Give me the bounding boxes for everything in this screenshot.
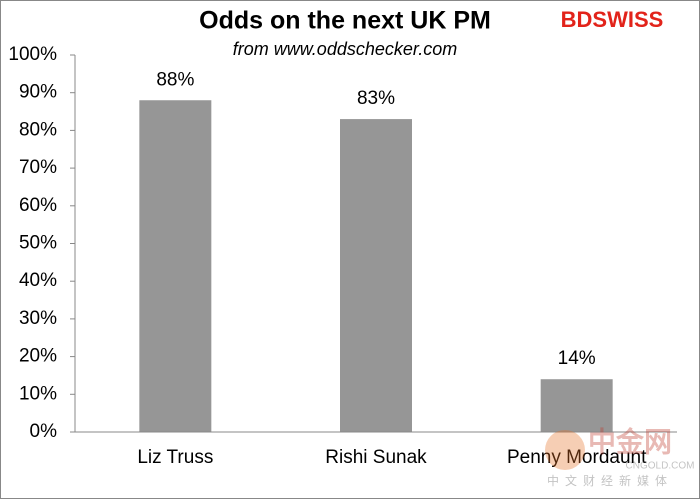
- y-tick-label: 50%: [19, 233, 57, 254]
- watermark-tagline: 中文财经新媒体: [547, 473, 673, 488]
- watermark: 中金网 CNGOLD.COM 中文财经新媒体: [545, 425, 694, 488]
- data-label: 14%: [558, 348, 596, 369]
- chart-title: Odds on the next UK PM: [199, 7, 491, 35]
- x-tick-label: Liz Truss: [137, 447, 213, 468]
- x-tick-label: Rishi Sunak: [325, 447, 427, 468]
- y-tick-label: 100%: [8, 44, 57, 65]
- data-label: 83%: [357, 88, 395, 109]
- bar: [340, 119, 412, 432]
- data-label: 88%: [156, 69, 194, 90]
- watermark-icon: [545, 430, 585, 470]
- x-tick-label: Penny Mordaunt: [507, 447, 647, 468]
- y-tick-label: 0%: [30, 421, 58, 442]
- y-tick-label: 70%: [19, 157, 57, 178]
- y-tick-label: 90%: [19, 82, 57, 103]
- chart-subtitle: from www.oddschecker.com: [233, 39, 457, 59]
- y-tick-label: 20%: [19, 346, 57, 367]
- bar: [540, 379, 613, 432]
- watermark-name: 中金网: [588, 425, 672, 457]
- y-tick-label: 40%: [19, 270, 57, 291]
- bar: [139, 100, 212, 433]
- logo: BDSWISS: [561, 7, 664, 32]
- y-tick-label: 30%: [19, 308, 57, 329]
- watermark-site: CNGOLD.COM: [626, 461, 695, 472]
- y-tick-label: 60%: [19, 195, 57, 216]
- y-tick-label: 10%: [19, 383, 57, 404]
- y-tick-label: 80%: [19, 119, 57, 140]
